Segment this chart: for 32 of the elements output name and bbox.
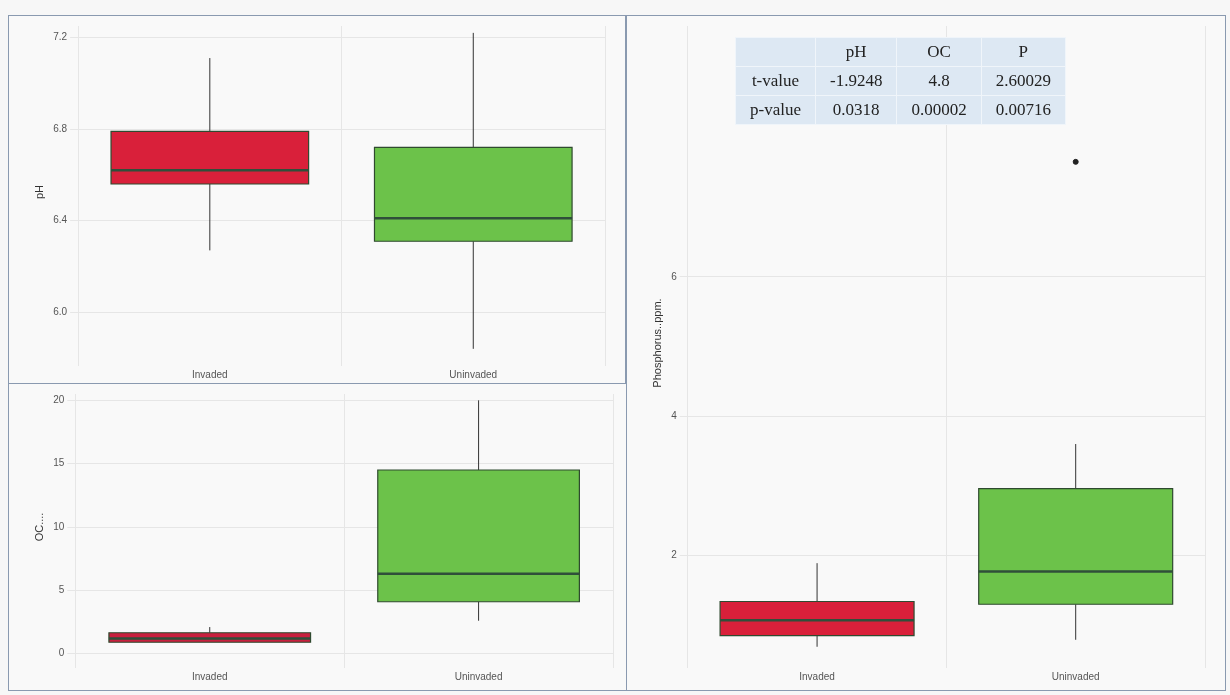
category-label: pH bbox=[815, 37, 897, 67]
x-tick-label: Invaded bbox=[799, 670, 835, 682]
x-tick-label: Invaded bbox=[192, 368, 228, 380]
x-tick-label: Uninvaded bbox=[449, 368, 498, 380]
y-tick-label: 5 bbox=[58, 584, 65, 596]
y-tick-label: 20 bbox=[53, 394, 65, 406]
category-label: t-value bbox=[751, 71, 800, 90]
x-tick-label: Uninvaded bbox=[454, 670, 503, 682]
category-label: p-value bbox=[750, 100, 801, 119]
text: 0.00002 bbox=[911, 100, 967, 119]
y-axis-title: Phosphorus..ppm. bbox=[650, 298, 663, 388]
y-tick-label: 7.2 bbox=[53, 31, 68, 43]
text: 0.0318 bbox=[832, 100, 880, 119]
x-tick-label: Invaded bbox=[191, 670, 228, 682]
y-tick-label: 6 bbox=[671, 270, 678, 282]
y-tick-label: 6.8 bbox=[53, 122, 68, 134]
y-axis-title: OC.... bbox=[32, 512, 45, 542]
text: 2.60029 bbox=[995, 71, 1051, 90]
y-tick-label: 6.4 bbox=[53, 214, 68, 226]
y-tick-label: 15 bbox=[53, 457, 65, 469]
category-label: OC bbox=[896, 37, 982, 67]
category-label: P bbox=[981, 37, 1066, 67]
y-tick-label: 2 bbox=[671, 549, 678, 561]
x-tick-label: Uninvaded bbox=[1051, 670, 1100, 682]
text: -1.9248 bbox=[829, 71, 883, 90]
y-tick-label: 6.0 bbox=[53, 305, 68, 317]
text: 4.8 bbox=[928, 71, 950, 90]
text: 0.00716 bbox=[995, 100, 1051, 119]
y-tick-label: 10 bbox=[53, 520, 65, 532]
y-tick-label: 4 bbox=[671, 409, 678, 421]
y-tick-label: 0 bbox=[58, 647, 65, 659]
y-axis-title: pH bbox=[32, 184, 45, 200]
